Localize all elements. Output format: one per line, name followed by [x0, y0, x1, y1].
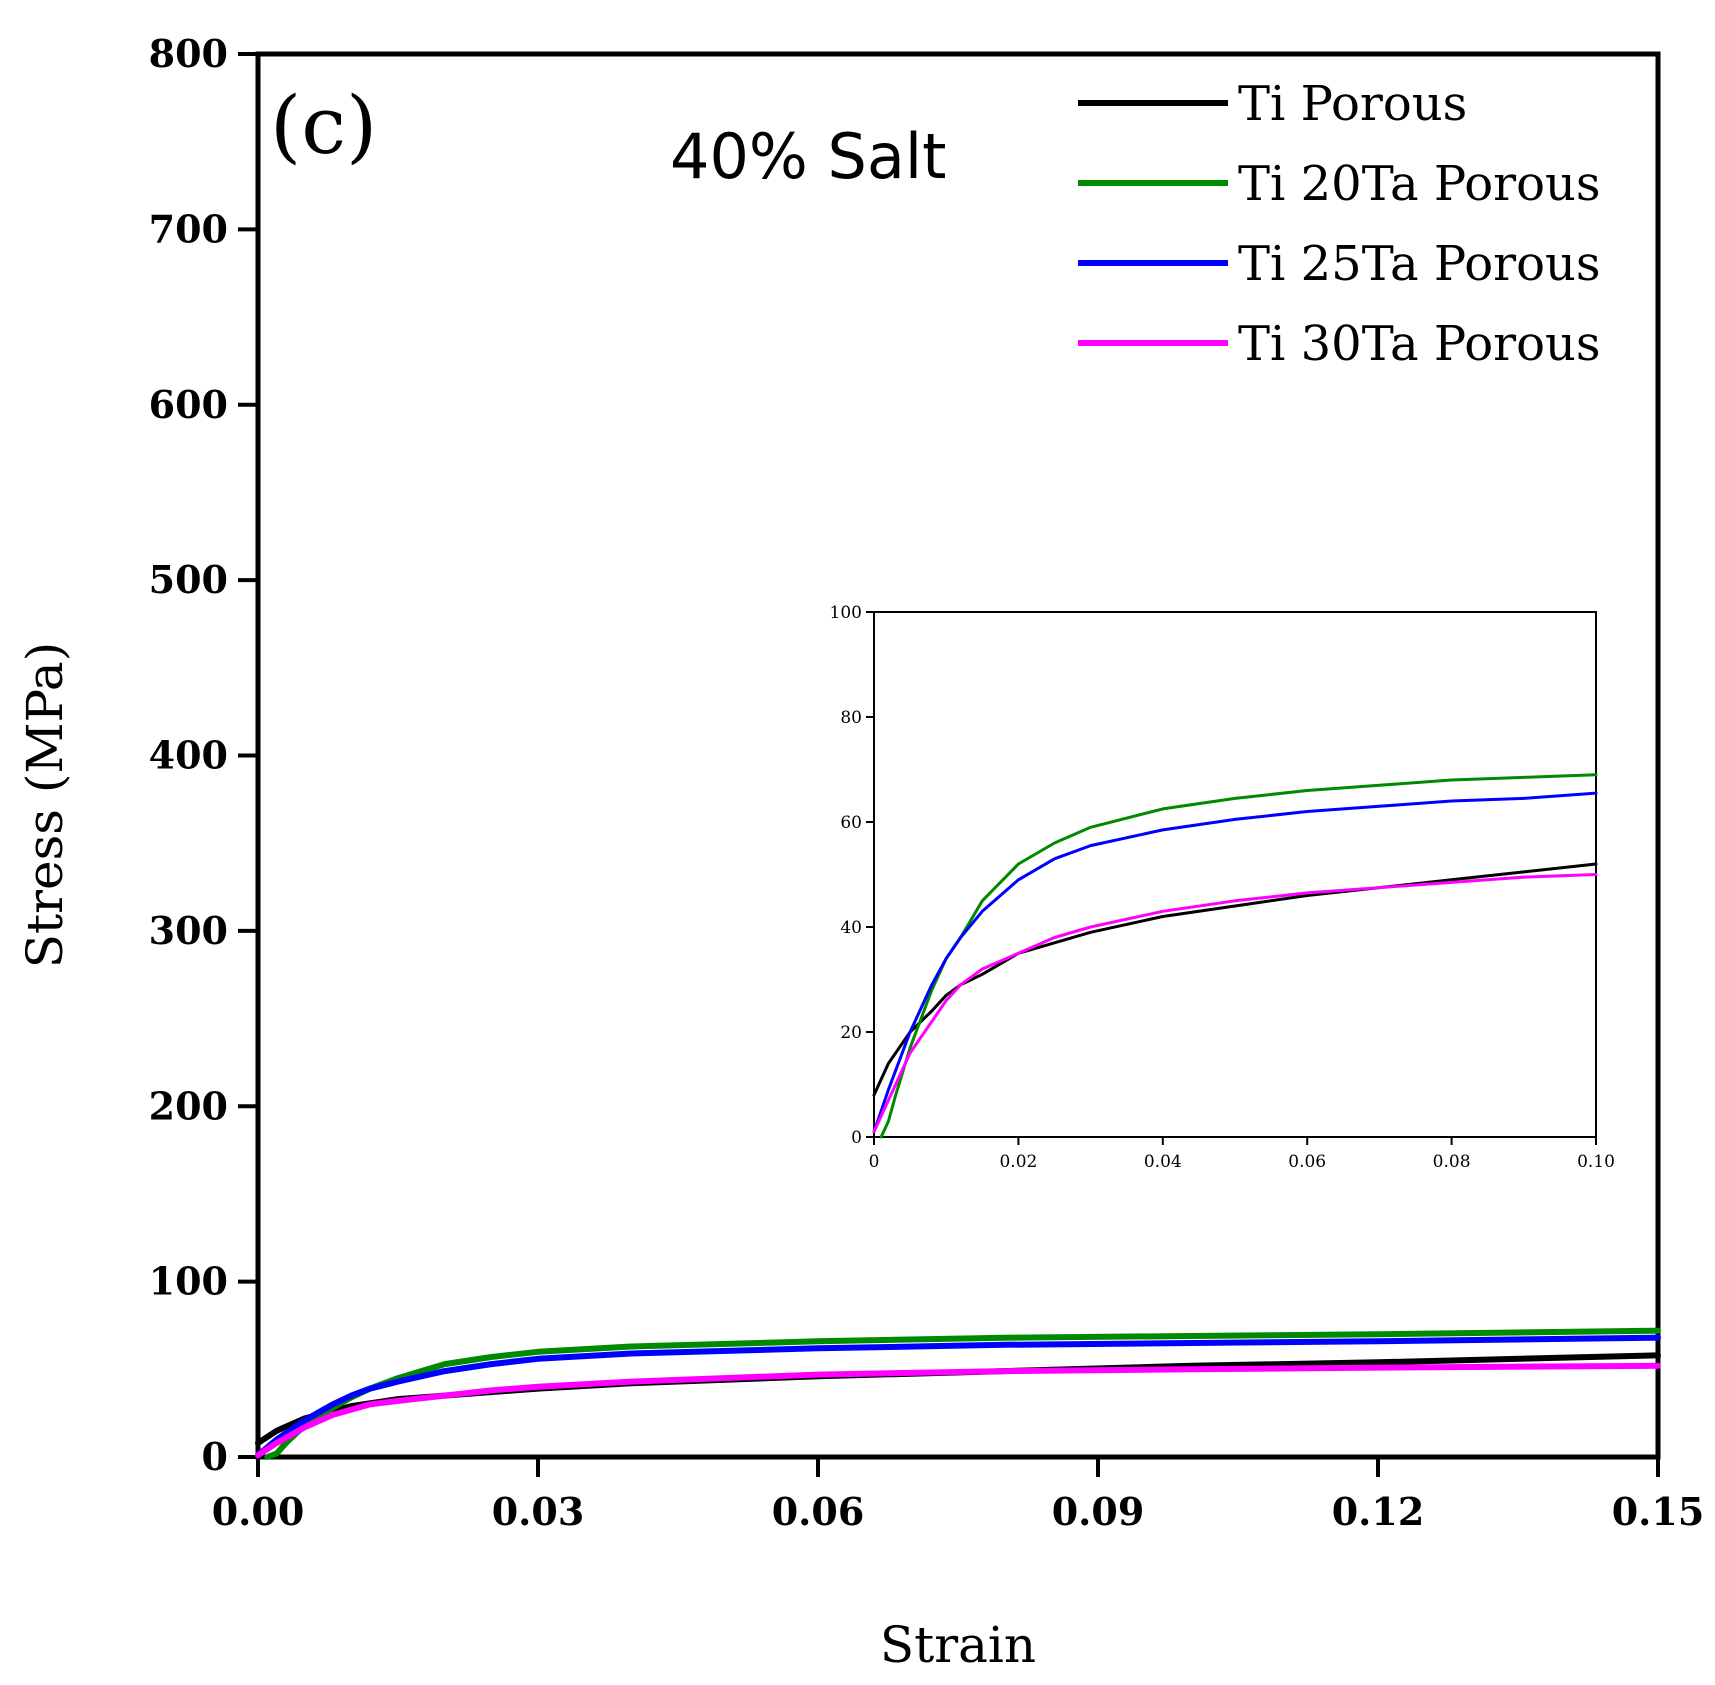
main-y-tick-label: 100 [149, 1259, 228, 1304]
main-series-line-ti-30ta-porous [255, 1362, 1661, 1459]
inset-series-line-ti-30ta-porous [872, 873, 1598, 1134]
inset-y-tick-label: 60 [840, 813, 862, 833]
inset-y-tick-label: 80 [840, 708, 862, 728]
inset-y-tick-label: 0 [851, 1128, 862, 1148]
inset-series-line-ti-25ta-porous [872, 791, 1598, 1134]
legend-label-ti-20ta-porous: Ti 20Ta Porous [1238, 156, 1601, 212]
inset-series-lines [872, 773, 1598, 1139]
main-series-lines [255, 1327, 1661, 1460]
main-x-tick-label: 0.12 [1332, 1489, 1425, 1534]
legend-label-ti-porous: Ti Porous [1238, 76, 1467, 132]
legend-label-ti-30ta-porous: Ti 30Ta Porous [1238, 316, 1601, 372]
main-x-tick-label: 0.00 [212, 1489, 305, 1534]
main-y-tick-label: 800 [149, 31, 228, 76]
legend-label-ti-25ta-porous: Ti 25Ta Porous [1238, 236, 1601, 292]
inset-y-ticks: 0 20 40 60 80 100 [830, 603, 874, 1148]
inset-y-tick-label: 20 [840, 1023, 862, 1043]
inset-x-tick-label: 0.04 [1144, 1152, 1182, 1172]
inset-plot-frame [873, 611, 1597, 1138]
inset-y-tick-label: 40 [840, 918, 862, 938]
main-y-tick-label: 300 [149, 908, 228, 953]
main-x-tick-label: 0.15 [1612, 1489, 1705, 1534]
inset-x-ticks: 0 0.02 0.04 0.06 0.08 0.10 [869, 1137, 1615, 1172]
main-x-tick-label: 0.03 [492, 1489, 585, 1534]
main-y-tick-label: 400 [149, 733, 228, 778]
main-y-tick-label: 700 [149, 206, 228, 251]
inset-y-tick-label: 100 [830, 603, 862, 623]
legend: Ti Porous Ti 20Ta Porous Ti 25Ta Porous Ti … [1078, 76, 1601, 372]
inset-x-tick-label: 0.06 [1288, 1152, 1326, 1172]
main-y-tick-label: 500 [149, 557, 228, 602]
main-x-ticks: 0.00 0.03 0.06 0.09 0.12 0.15 [212, 1457, 1705, 1534]
main-y-tick-label: 0 [202, 1434, 228, 1479]
main-y-tick-label: 600 [149, 382, 228, 427]
chart-title: 40% Salt [670, 120, 946, 193]
main-x-tick-label: 0.06 [772, 1489, 865, 1534]
main-x-tick-label: 0.09 [1052, 1489, 1145, 1534]
panel-label: (c) [270, 79, 377, 172]
inset-x-tick-label: 0 [869, 1152, 880, 1172]
y-axis-label: Stress (MPa) [16, 642, 74, 968]
inset-x-tick-label: 0.10 [1577, 1152, 1615, 1172]
x-axis-label: Strain [880, 1616, 1036, 1674]
main-y-tick-label: 200 [149, 1083, 228, 1128]
main-series-line-ti-25ta-porous [255, 1334, 1661, 1459]
inset-x-tick-label: 0.02 [999, 1152, 1037, 1172]
main-y-ticks: 0 100 200 300 400 500 600 700 800 [149, 31, 258, 1479]
inset-x-tick-label: 0.08 [1433, 1152, 1471, 1172]
